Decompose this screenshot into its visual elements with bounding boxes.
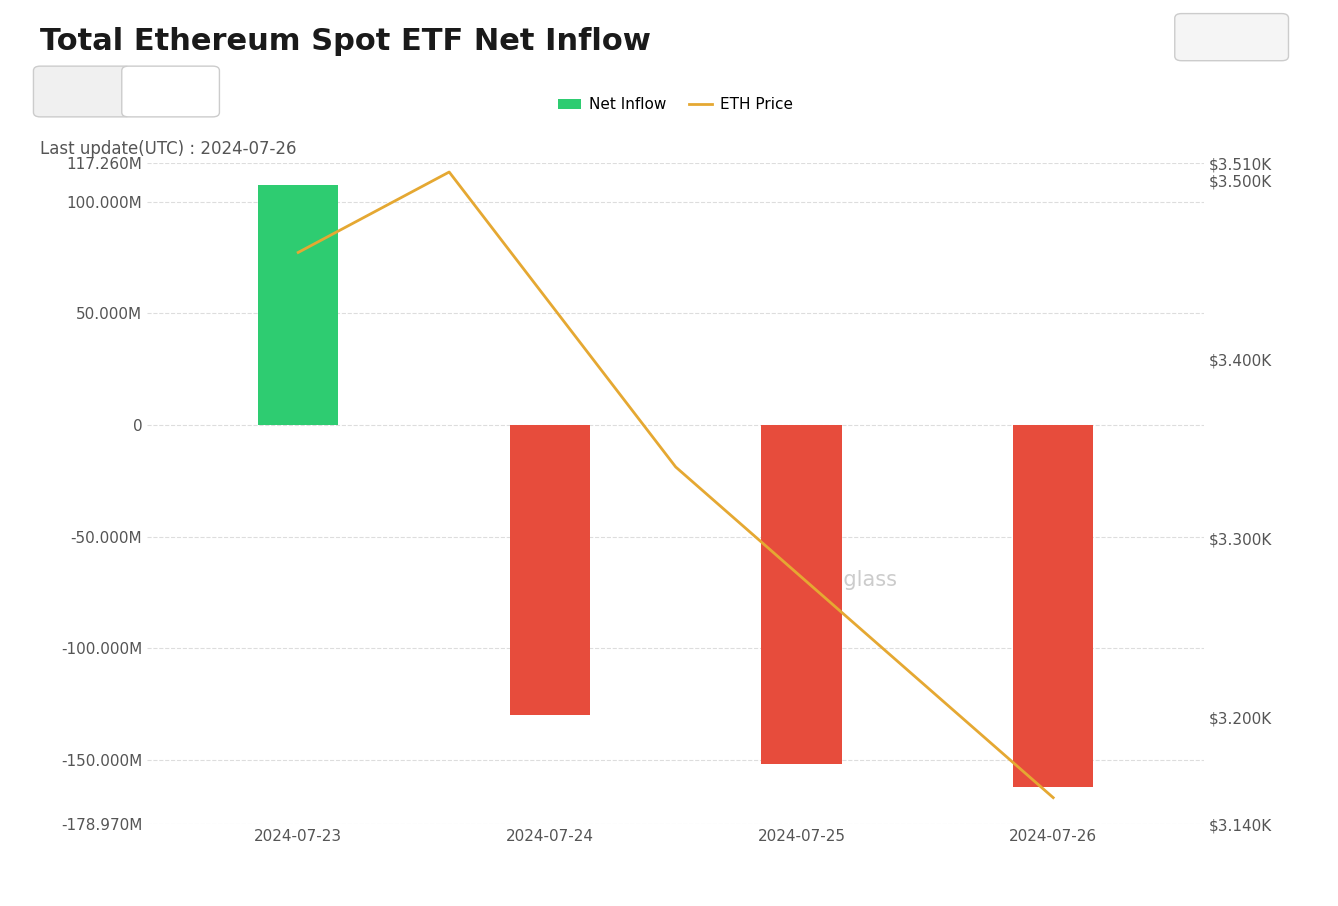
Bar <box>1013 425 1093 786</box>
Bar <box>258 186 339 425</box>
Legend: Net Inflow, ETH Price: Net Inflow, ETH Price <box>553 92 799 119</box>
Text: Total Ethereum Spot ETF Net Inflow: Total Ethereum Spot ETF Net Inflow <box>40 27 652 56</box>
Bar <box>761 425 842 765</box>
Bar <box>510 425 590 715</box>
Text: 🐻 coinglass: 🐻 coinglass <box>781 570 898 590</box>
Text: All  ⌄: All ⌄ <box>1212 30 1252 44</box>
Text: ETH: ETH <box>67 82 99 101</box>
Text: Last update(UTC) : 2024-07-26: Last update(UTC) : 2024-07-26 <box>40 140 297 159</box>
Text: USD: USD <box>154 82 189 101</box>
